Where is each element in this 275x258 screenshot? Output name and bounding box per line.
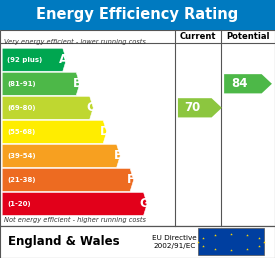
Text: EU Directive
2002/91/EC: EU Directive 2002/91/EC: [152, 235, 197, 249]
Bar: [0, 30, 275, 226]
Bar: [0, 0, 275, 30]
Polygon shape: [2, 72, 80, 95]
Bar: [0, 226, 275, 258]
Text: Energy Efficiency Rating: Energy Efficiency Rating: [36, 7, 239, 22]
Polygon shape: [2, 96, 93, 119]
Text: Current: Current: [180, 32, 216, 41]
Text: E: E: [114, 149, 122, 162]
Bar: [198, 228, 264, 255]
Text: 70: 70: [184, 101, 200, 114]
Text: A: A: [59, 53, 68, 66]
Text: B: B: [73, 77, 82, 90]
Text: 84: 84: [232, 77, 248, 90]
Text: Not energy efficient - higher running costs: Not energy efficient - higher running co…: [4, 217, 145, 223]
Polygon shape: [2, 144, 120, 167]
Polygon shape: [2, 168, 134, 191]
Polygon shape: [178, 98, 222, 117]
Text: England & Wales: England & Wales: [8, 235, 120, 248]
Text: D: D: [99, 125, 109, 138]
Text: F: F: [127, 173, 135, 186]
Text: (55-68): (55-68): [7, 129, 35, 135]
Polygon shape: [2, 192, 147, 215]
Text: C: C: [86, 101, 95, 114]
Text: (39-54): (39-54): [7, 153, 36, 159]
Polygon shape: [2, 48, 66, 71]
Text: (81-91): (81-91): [7, 81, 36, 87]
Text: Very energy efficient - lower running costs: Very energy efficient - lower running co…: [4, 39, 145, 45]
Text: (69-80): (69-80): [7, 105, 36, 111]
Text: Potential: Potential: [226, 32, 270, 41]
Polygon shape: [2, 120, 107, 143]
Text: (21-38): (21-38): [7, 177, 36, 183]
Polygon shape: [224, 74, 272, 93]
Text: G: G: [140, 197, 150, 211]
Text: (1-20): (1-20): [7, 201, 31, 207]
Text: (92 plus): (92 plus): [7, 57, 42, 63]
